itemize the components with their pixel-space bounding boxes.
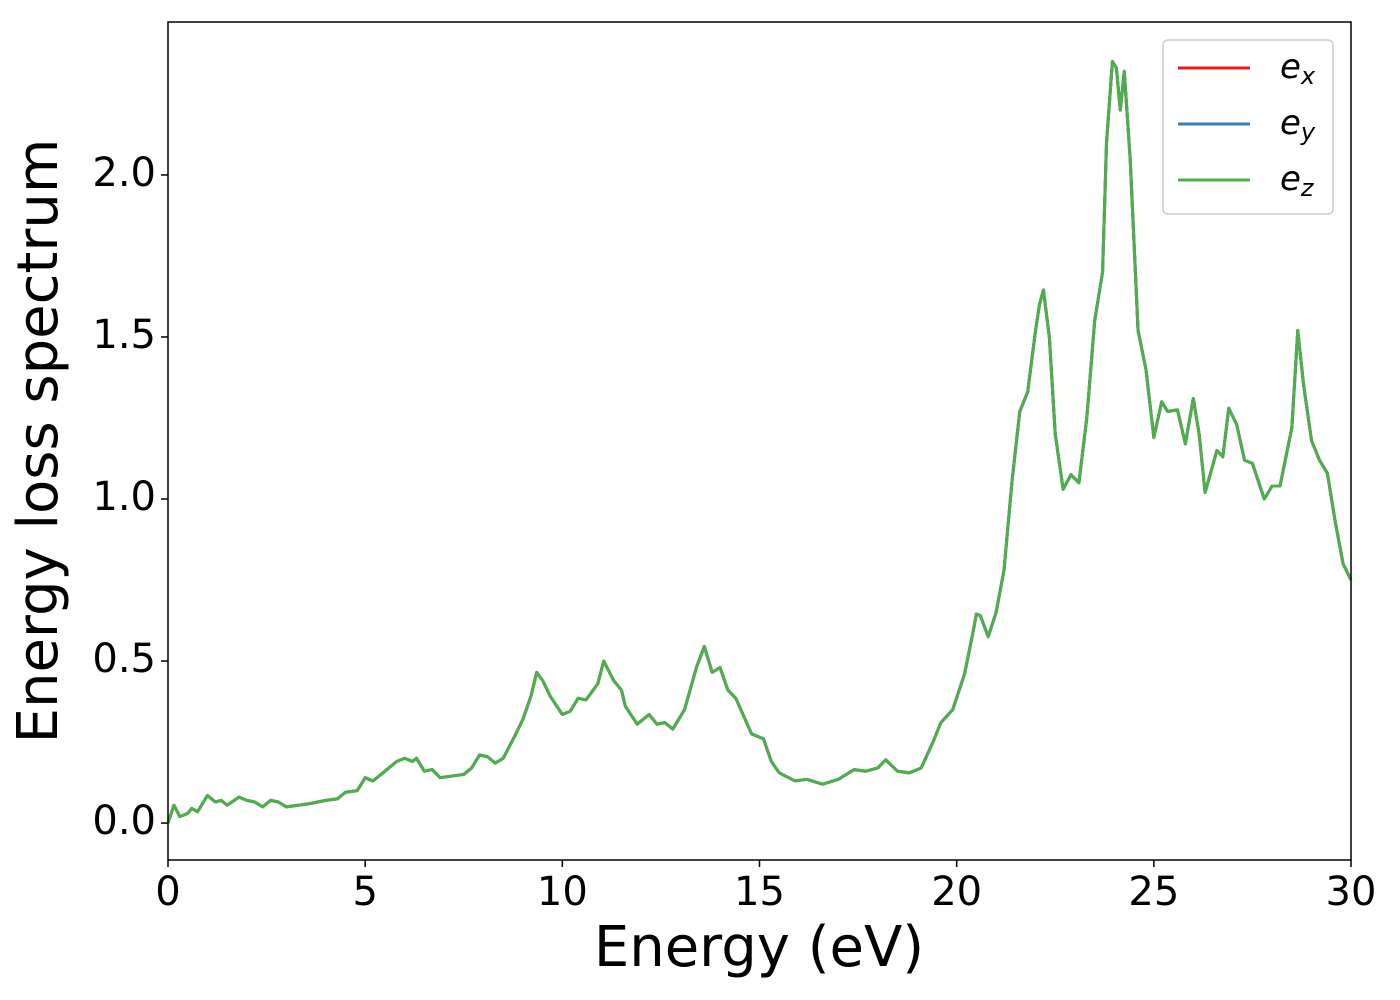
legend-label: ey — [1280, 103, 1316, 147]
x-tick-label: 20 — [931, 869, 982, 915]
legend-label: ez — [1280, 159, 1315, 203]
x-tick-label: 10 — [537, 869, 588, 915]
legend-box — [1162, 39, 1334, 215]
y-tick-label: 1.5 — [92, 312, 156, 358]
x-axis-label: Energy (eV) — [594, 915, 924, 980]
x-tick-label: 30 — [1326, 869, 1377, 915]
y-tick-label: 0.5 — [92, 636, 156, 682]
series-line — [166, 60, 1353, 824]
legend-label: ex — [1280, 47, 1316, 91]
y-tick-label: 1.0 — [92, 474, 156, 520]
x-tick-label: 15 — [734, 869, 785, 915]
y-axis-label: Energy loss spectrum — [6, 139, 71, 744]
x-tick-label: 5 — [352, 869, 377, 915]
x-tick-label: 25 — [1128, 869, 1179, 915]
y-tick-label: 2.0 — [92, 150, 156, 196]
plot-frame — [167, 21, 1352, 861]
x-tick-label: 0 — [155, 869, 180, 915]
y-tick-label: 0.0 — [92, 798, 156, 844]
